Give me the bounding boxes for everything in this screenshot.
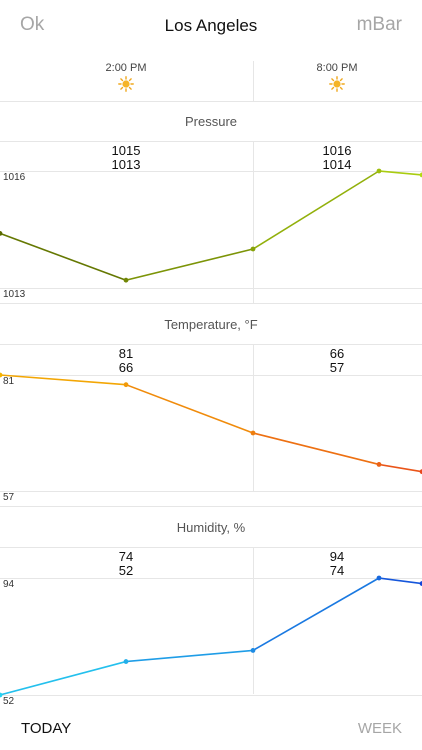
series-line <box>0 374 127 386</box>
today-tab[interactable]: TODAY <box>21 720 72 737</box>
data-point <box>123 382 129 388</box>
sun-icon <box>118 76 134 92</box>
divider <box>253 61 254 101</box>
header: Ok Los Angeles mBar <box>0 0 422 52</box>
data-point <box>123 277 129 283</box>
temperature-section: Temperature, °F 81 66 66 57 81 57 <box>0 304 422 507</box>
low-value: 1014 <box>322 157 352 172</box>
axis-min-label: 57 <box>3 492 15 503</box>
page-title: Los Angeles <box>164 16 258 35</box>
min-gridline <box>0 288 422 289</box>
low-value: 74 <box>329 563 345 578</box>
units-toggle-button[interactable]: mBar <box>356 14 402 35</box>
high-value: 66 <box>329 346 345 361</box>
series-line <box>125 248 254 281</box>
time-slot-2: 8:00 PM <box>277 61 397 92</box>
data-point <box>376 462 382 467</box>
sun-icon <box>329 76 345 92</box>
series-line <box>252 432 380 466</box>
humidity-graph <box>0 575 422 698</box>
humidity-section: Humidity, % 74 52 94 74 94 52 <box>0 507 422 710</box>
section-title: Humidity, % <box>176 520 246 535</box>
low-value: 1013 <box>111 157 141 172</box>
data-point <box>419 581 422 586</box>
divider <box>0 141 422 142</box>
high-value: 81 <box>118 346 134 361</box>
section-title: Pressure <box>184 114 238 129</box>
divider <box>0 547 422 548</box>
data-point <box>419 172 422 178</box>
high-value: 1016 <box>322 143 352 158</box>
max-gridline <box>0 171 422 172</box>
data-point <box>419 469 422 475</box>
low-value: 66 <box>118 360 134 375</box>
data-point <box>250 430 256 436</box>
low-value: 52 <box>118 563 134 578</box>
series-line <box>378 170 422 176</box>
data-point <box>123 659 129 664</box>
low-value: 57 <box>329 360 345 375</box>
divider <box>253 547 254 694</box>
data-point <box>376 168 382 174</box>
data-point <box>376 575 382 581</box>
min-gridline <box>0 491 422 492</box>
section-title: Temperature, °F <box>164 317 258 332</box>
divider <box>253 141 254 303</box>
data-point <box>0 372 3 378</box>
series-line <box>125 649 254 663</box>
series-line <box>0 232 127 281</box>
series-line <box>0 660 127 696</box>
data-point <box>0 692 3 698</box>
series-line <box>252 577 380 652</box>
temperature-graph <box>0 372 422 475</box>
week-tab[interactable]: WEEK <box>357 720 402 737</box>
data-point <box>0 231 3 236</box>
min-gridline <box>0 695 422 696</box>
series-line <box>378 577 422 585</box>
axis-min-label: 52 <box>3 696 15 707</box>
divider <box>253 344 254 491</box>
axis-max-label: 94 <box>3 579 15 590</box>
time-label: 2:00 PM <box>105 62 147 74</box>
axis-max-label: 1016 <box>3 172 26 183</box>
ok-button[interactable]: Ok <box>20 14 45 35</box>
max-gridline <box>0 578 422 579</box>
axis-min-label: 1013 <box>3 289 26 300</box>
time-slot-1: 2:00 PM <box>66 61 186 92</box>
pressure-graph <box>0 168 422 283</box>
axis-max-label: 81 <box>3 376 15 387</box>
divider <box>0 344 422 345</box>
data-point <box>250 648 256 653</box>
max-gridline <box>0 375 422 376</box>
series-line <box>378 463 422 473</box>
high-value: 94 <box>329 549 345 564</box>
series-line <box>125 383 254 434</box>
data-point <box>250 246 256 252</box>
time-label: 8:00 PM <box>316 62 358 74</box>
series-line <box>252 170 380 250</box>
divider <box>0 303 422 304</box>
high-value: 1015 <box>111 143 141 158</box>
high-value: 74 <box>118 549 134 564</box>
time-row: 2:00 PM 8:00 PM <box>0 61 422 102</box>
divider <box>0 506 422 507</box>
pressure-section: Pressure 1015 1013 1016 1014 1016 1013 <box>0 101 422 304</box>
